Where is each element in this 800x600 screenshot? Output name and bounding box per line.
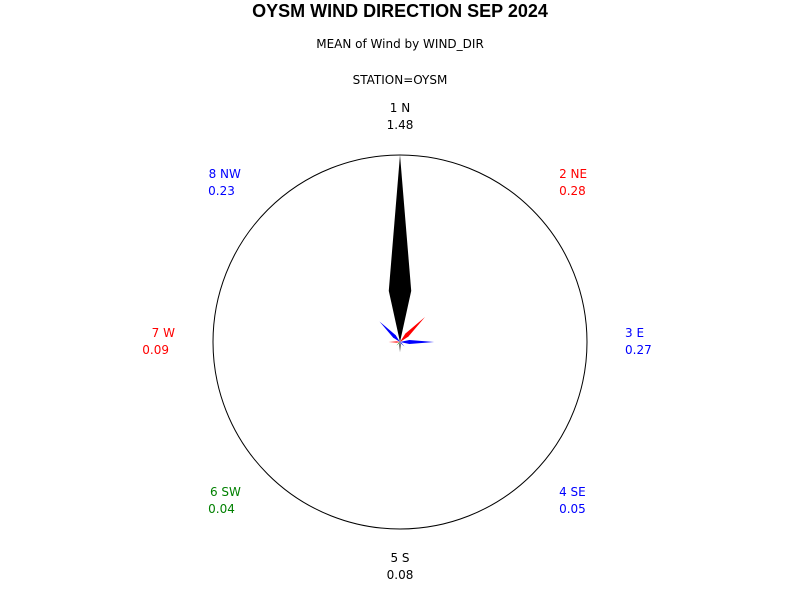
petal-1-n (388, 155, 412, 342)
direction-value-label: 0.08 (387, 568, 414, 582)
petal-5-s (399, 342, 401, 353)
wind-rose-labels: 1 N 1.48 2 NE 0.28 3 E 0.27 4 SE 0.05 5 S 0.08 6 S… (142, 101, 651, 582)
chart-title: OYSM WIND DIRECTION SEP 2024 (252, 1, 548, 21)
direction-label: 3 E (625, 326, 644, 340)
petal-4-se (400, 342, 405, 347)
direction-value-label: 0.23 (208, 184, 235, 198)
direction-value-label: 0.27 (625, 343, 652, 357)
petal-2-ne (400, 316, 426, 342)
chart-station-subtitle: STATION=OYSM (352, 73, 448, 87)
direction-value-label: 0.05 (559, 502, 586, 516)
petal-8-nw (379, 321, 400, 342)
direction-label: 8 NW (209, 167, 241, 181)
petal-3-e (400, 339, 435, 345)
petal-6-sw (396, 342, 400, 346)
direction-label: 4 SE (559, 485, 586, 499)
direction-label: 6 SW (210, 485, 241, 499)
direction-label: 2 NE (559, 167, 587, 181)
wind-rose-petals (379, 155, 435, 353)
direction-label: 5 S (390, 551, 409, 565)
direction-value-label: 0.04 (208, 502, 235, 516)
direction-value-label: 0.28 (559, 184, 586, 198)
chart-subtitle: MEAN of Wind by WIND_DIR (316, 37, 484, 51)
direction-value-label: 0.09 (142, 343, 169, 357)
direction-value-label: 1.48 (387, 118, 414, 132)
direction-label: 7 W (152, 326, 175, 340)
direction-label: 1 N (390, 101, 410, 115)
petal-7-w (388, 341, 400, 343)
